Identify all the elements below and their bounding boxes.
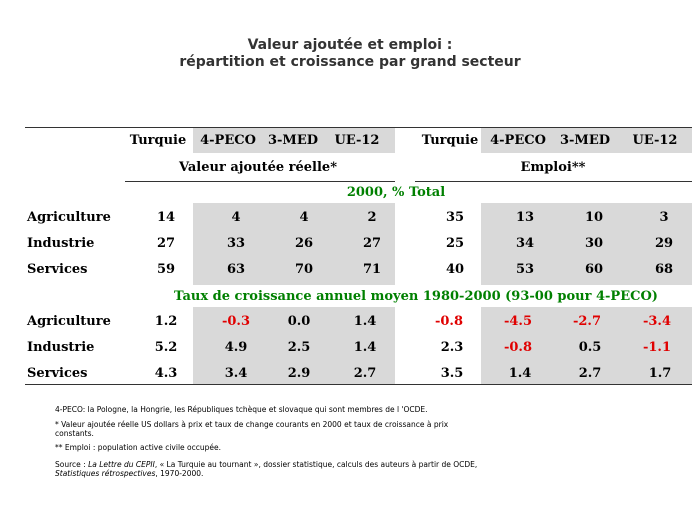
col-header-left-turquie: Turquie	[129, 133, 187, 148]
table-cell: 2.9	[287, 366, 311, 381]
row-label: Agriculture	[27, 314, 111, 329]
col-header-right-ue12: UE-12	[632, 133, 678, 148]
table-cell: -4.5	[503, 314, 533, 329]
table-cell: 0.5	[578, 340, 602, 355]
shade-left-section1	[193, 203, 395, 285]
table-cell: 2.7	[578, 366, 602, 381]
group-rule-left	[125, 181, 395, 182]
row-label: Services	[27, 366, 88, 381]
col-header-right-4peco: 4-PECO	[490, 133, 546, 148]
page-title: Valeur ajoutée et emploi :	[247, 37, 453, 53]
col-header-left-3med: 3-MED	[267, 133, 319, 148]
note-peco: 4-PECO: la Pologne, la Hongrie, les Répu…	[55, 405, 428, 414]
shade-right-section1	[481, 203, 692, 285]
table-cell: 26	[294, 236, 314, 251]
table-cell: 25	[445, 236, 465, 251]
table-cell: 13	[515, 210, 535, 225]
section1-title: 2000, % Total	[346, 185, 446, 200]
col-header-left-ue12: UE-12	[334, 133, 380, 148]
table-cell: 4	[299, 210, 309, 225]
table-cell: 40	[445, 262, 465, 277]
table-cell: 27	[362, 236, 382, 251]
table-cell: 2.3	[440, 340, 464, 355]
table-cell: 1.4	[353, 340, 377, 355]
note-source-years: , 1970-2000.	[155, 469, 204, 478]
table-cell: 63	[226, 262, 246, 277]
table-cell: 1.7	[648, 366, 672, 381]
table-cell: 1.4	[353, 314, 377, 329]
group-header-right: Emploi**	[520, 160, 586, 175]
table-cell: 10	[584, 210, 604, 225]
table-cell: -1.1	[642, 340, 672, 355]
note-source-body: , « La Turquie au tournant », dossier st…	[154, 460, 478, 469]
shade-right-section2	[481, 307, 692, 385]
group-rule-right	[415, 181, 692, 182]
note-source-publication: La Lettre du CEPII	[88, 460, 155, 469]
table-cell: 70	[294, 262, 314, 277]
table-cell: 53	[515, 262, 535, 277]
table-cell: 4.9	[224, 340, 248, 355]
table-cell: 71	[362, 262, 382, 277]
col-header-right-turquie: Turquie	[421, 133, 479, 148]
table-cell: 30	[584, 236, 604, 251]
note-source-prefix: Source :	[55, 460, 89, 469]
table-cell: -0.8	[503, 340, 533, 355]
table-cell: 3	[659, 210, 669, 225]
section2-title: Taux de croissance annuel moyen 1980-200…	[174, 289, 658, 304]
col-header-right-3med: 3-MED	[559, 133, 611, 148]
table-cell: -3.4	[642, 314, 672, 329]
shade-right-header	[481, 128, 692, 153]
table-cell: -0.3	[221, 314, 251, 329]
table-cell: 5.2	[154, 340, 178, 355]
group-header-left: Valeur ajoutée réelle*	[178, 160, 338, 175]
table-cell: 33	[226, 236, 246, 251]
row-label: Services	[27, 262, 88, 277]
table-cell: 59	[156, 262, 176, 277]
note-source-stats: Statistiques rétrospectives	[55, 469, 156, 478]
col-header-left-4peco: 4-PECO	[200, 133, 256, 148]
table-cell: 1.4	[508, 366, 532, 381]
table-cell: 29	[654, 236, 674, 251]
shade-left-header	[193, 128, 395, 153]
table-cell: 34	[515, 236, 535, 251]
table-top-rule	[25, 127, 692, 128]
table-bottom-rule	[25, 384, 692, 385]
note-valeur-ajoutee: * Valeur ajoutée réelle US dollars à pri…	[55, 420, 449, 438]
note-emploi: ** Emploi : population active civile occ…	[55, 443, 221, 452]
table-cell: -2.7	[572, 314, 602, 329]
row-label: Industrie	[27, 236, 95, 251]
table-cell: 14	[156, 210, 176, 225]
table-cell: 0.0	[287, 314, 311, 329]
table-cell: 68	[654, 262, 674, 277]
table-cell: 3.4	[224, 366, 248, 381]
table-cell: 1.2	[154, 314, 178, 329]
page-subtitle: répartition et croissance par grand sect…	[179, 54, 521, 70]
table-cell: 2.7	[353, 366, 377, 381]
table-cell: 35	[445, 210, 465, 225]
row-label: Agriculture	[27, 210, 111, 225]
table-cell: 4	[231, 210, 241, 225]
note-source: Source : La Lettre du CEPII, « La Turqui…	[55, 460, 485, 478]
table-cell: -0.8	[434, 314, 464, 329]
table-cell: 27	[156, 236, 176, 251]
shade-left-section2	[193, 307, 395, 385]
table-cell: 3.5	[440, 366, 464, 381]
table-cell: 4.3	[154, 366, 178, 381]
table-cell: 2	[367, 210, 377, 225]
table-cell: 60	[584, 262, 604, 277]
table-cell: 2.5	[287, 340, 311, 355]
row-label: Industrie	[27, 340, 95, 355]
